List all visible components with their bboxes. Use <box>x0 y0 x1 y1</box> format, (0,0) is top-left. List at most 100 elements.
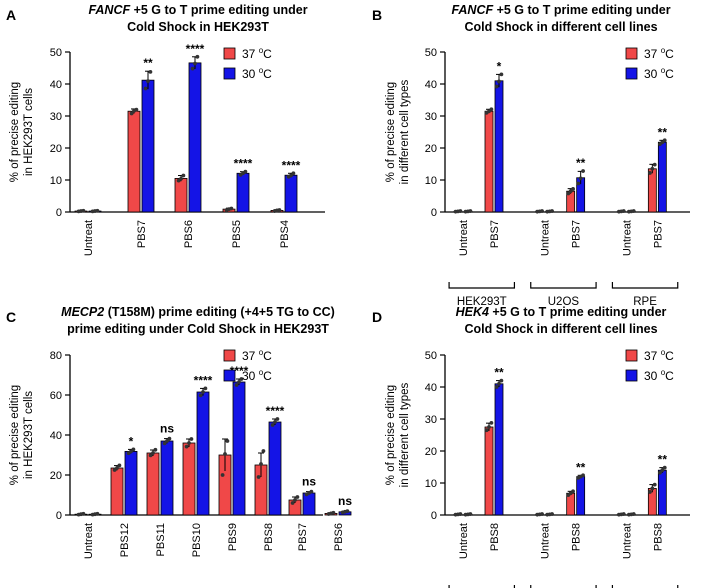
legend-swatch-37c <box>625 47 638 60</box>
data-point <box>650 166 655 171</box>
category-label: PBS7 <box>297 523 309 551</box>
data-point <box>662 138 667 143</box>
data-point <box>273 420 277 424</box>
data-point <box>571 489 575 494</box>
legend-swatch-30c <box>625 369 638 382</box>
category-label: Untreat <box>540 523 552 559</box>
data-point <box>581 169 585 173</box>
legend-swatch-30c <box>625 67 638 80</box>
chart-title-rest: +5 G to T prime editing under <box>130 3 308 17</box>
data-point <box>576 181 581 186</box>
legend-swatch-30c <box>223 67 236 80</box>
category-label: PBS7 <box>652 220 664 248</box>
y-tick-label: 50 <box>425 47 437 59</box>
legend-unit: C <box>263 67 272 81</box>
group-bracket <box>530 282 597 289</box>
legend-degree: o <box>259 368 264 377</box>
data-point <box>650 486 655 491</box>
bar-30c <box>657 141 667 213</box>
bar-37c <box>174 177 188 213</box>
chart-title-line2: Cold Shock in different cell lines <box>464 20 657 34</box>
data-point <box>550 209 554 213</box>
data-point <box>497 79 501 84</box>
chart-title-gene: HEK4 <box>456 305 489 319</box>
panel-label: B <box>372 7 382 23</box>
data-point <box>331 510 336 515</box>
data-point <box>275 417 280 421</box>
category-label: PBS8 <box>571 523 583 551</box>
category-label: PBS8 <box>652 523 664 551</box>
data-point <box>550 512 554 516</box>
data-point <box>225 439 230 443</box>
data-point <box>148 69 153 74</box>
chart-panel-b: B FANCF +5 G to T prime editing under Cold… <box>372 3 690 308</box>
category-label: PBS7 <box>571 220 583 248</box>
panel-label: A <box>6 7 16 23</box>
data-point <box>494 385 499 389</box>
data-point <box>143 86 148 91</box>
significance-label: **** <box>234 157 253 171</box>
legend-swatch-30c <box>223 369 236 382</box>
category-label: Untreat <box>458 220 470 256</box>
bar-30c <box>160 440 174 516</box>
significance-label: ** <box>658 125 668 139</box>
y-axis-label-line2: in different cell types <box>399 382 411 487</box>
data-point <box>134 107 139 112</box>
bar-30c <box>494 383 504 516</box>
significance-label: **** <box>282 158 301 172</box>
data-point <box>458 209 463 213</box>
bar-37c <box>182 442 196 516</box>
bar-30c <box>232 381 246 516</box>
category-label: PBS12 <box>119 523 131 557</box>
data-point <box>293 498 297 502</box>
chart-title-rest: (T158M) prime editing (+4+5 TG to CC) <box>104 305 335 319</box>
data-point <box>499 72 504 77</box>
data-point <box>489 420 494 425</box>
y-tick-label: 10 <box>425 478 437 490</box>
group-bracket <box>448 282 516 289</box>
data-point <box>148 453 153 458</box>
data-point <box>295 495 300 499</box>
y-tick-label: 0 <box>56 207 62 219</box>
data-point <box>220 473 225 477</box>
y-tick-label: 0 <box>56 510 62 522</box>
legend-unit: C <box>665 349 674 363</box>
significance-label: * <box>497 59 502 73</box>
legend-unit: C <box>665 369 674 383</box>
data-point <box>131 447 136 452</box>
legend-swatch-37c <box>625 349 638 362</box>
legend-label-37c: 37 oC <box>242 348 272 363</box>
legend-degree: o <box>661 368 666 377</box>
legend-label-37c: 37 oC <box>242 46 272 61</box>
significance-label: ** <box>576 460 586 474</box>
data-point <box>115 466 119 470</box>
chart-title-gene: MECP2 <box>61 305 104 319</box>
category-label: PBS8 <box>263 523 275 551</box>
significance-label: ** <box>658 453 668 467</box>
legend-temp: 30 <box>644 67 661 81</box>
y-tick-label: 0 <box>431 207 437 219</box>
data-point <box>187 441 191 445</box>
category-label: PBS5 <box>231 220 243 248</box>
bar-30c <box>284 174 298 213</box>
significance-label: ns <box>302 475 316 489</box>
y-tick-label: 40 <box>425 382 437 394</box>
legend-temp: 30 <box>242 67 259 81</box>
data-point <box>198 393 203 398</box>
legend-swatch-37c <box>223 47 236 60</box>
legend-temp: 37 <box>242 47 259 61</box>
y-tick-label: 0 <box>431 510 437 522</box>
bar-37c <box>484 110 494 213</box>
bar-30c <box>268 421 282 516</box>
data-point <box>229 206 234 211</box>
data-point <box>566 191 571 196</box>
category-label: Untreat <box>540 220 552 256</box>
data-point <box>195 54 200 59</box>
data-point <box>239 377 244 381</box>
category-label: PBS6 <box>183 220 195 248</box>
legend-swatch-37c <box>223 349 236 362</box>
data-point <box>162 441 167 446</box>
data-point <box>243 169 248 174</box>
chart-title-line1: MECP2 (T158M) prime editing (+4+5 TG to … <box>61 305 335 319</box>
